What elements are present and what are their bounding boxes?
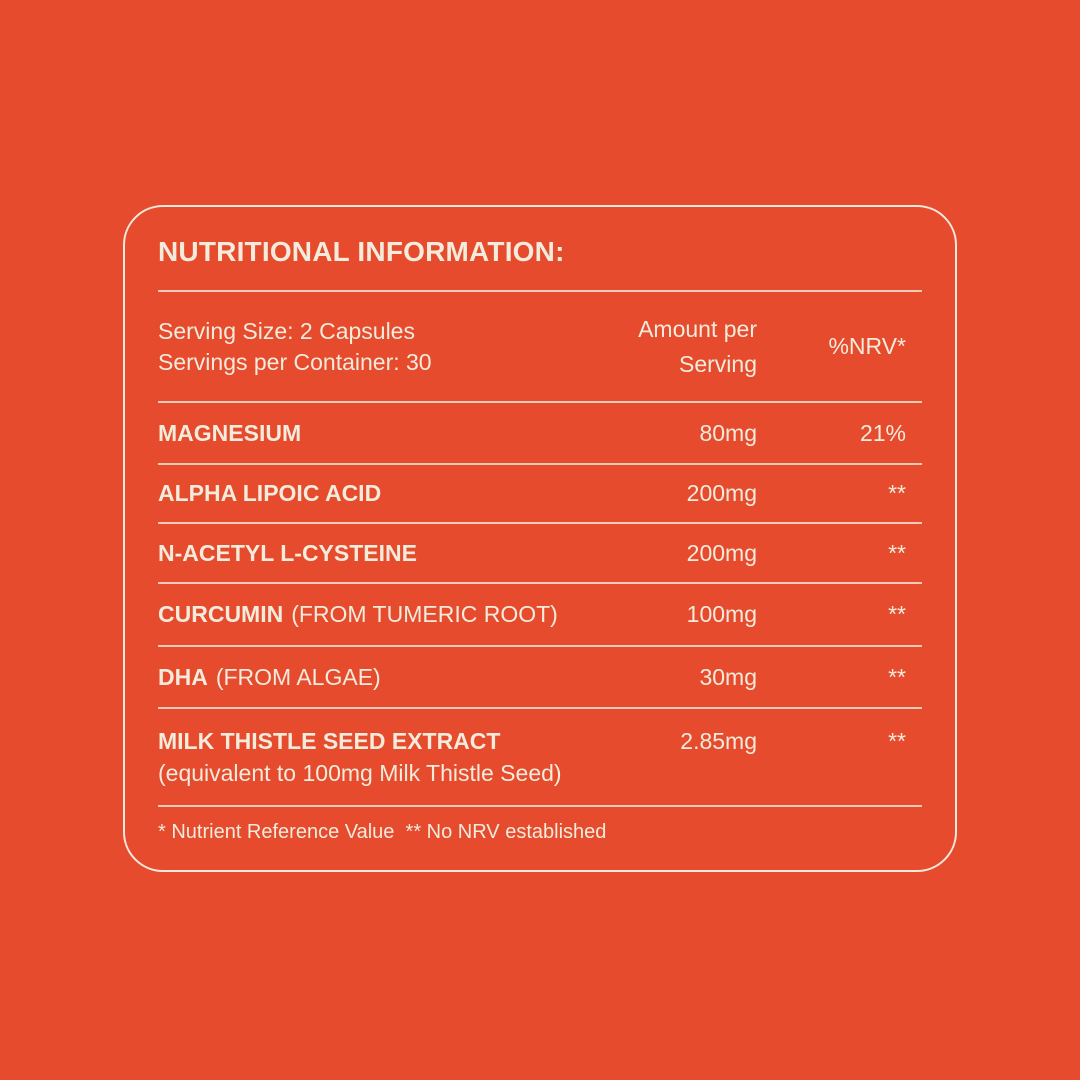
ingredient-label: CURCUMIN (FROM TUMERIC ROOT) — [158, 601, 558, 627]
panel-title-row: NUTRITIONAL INFORMATION: — [158, 207, 922, 290]
divider — [158, 805, 922, 807]
table-row-n-acetyl-l-cysteine: N-ACETYL L-CYSTEINE 200mg ** — [158, 524, 922, 582]
nutrition-panel: NUTRITIONAL INFORMATION: Serving Size: 2… — [123, 205, 957, 872]
serving-size: Serving Size: 2 Capsules — [158, 317, 415, 344]
table-row-curcumin: CURCUMIN (FROM TUMERIC ROOT) 100mg ** — [158, 584, 922, 645]
table-row-milk-thistle: MILK THISTLE SEED EXTRACT (equivalent to… — [158, 709, 922, 805]
amount-value: 200mg — [686, 539, 757, 566]
divider — [158, 522, 922, 524]
table-row-alpha-lipoic-acid: ALPHA LIPOIC ACID 200mg ** — [158, 465, 922, 522]
column-header-nrv: %NRV* — [828, 333, 906, 359]
servings-per-container: Servings per Container: 30 — [158, 348, 432, 375]
table-row-magnesium: MAGNESIUM 80mg 21% — [158, 403, 922, 463]
ingredient-label: DHA (FROM ALGAE) — [158, 663, 381, 690]
ingredient-label: MILK THISTLE SEED EXTRACT (equivalent to… — [158, 725, 589, 789]
table-row-dha: DHA (FROM ALGAE) 30mg ** — [158, 647, 922, 707]
nrv-value: ** — [888, 480, 906, 506]
ingredient-label: MAGNESIUM — [158, 419, 302, 446]
ingredient-subline: (equivalent to 100mg Milk Thistle Seed) — [158, 760, 562, 786]
divider — [158, 463, 922, 465]
nrv-value: ** — [888, 539, 906, 566]
nrv-footnote: * Nutrient Reference Value ** No NRV est… — [158, 821, 607, 843]
amount-value: 30mg — [699, 663, 757, 690]
amount-value: 2.85mg — [680, 728, 757, 754]
divider — [158, 401, 922, 403]
divider — [158, 582, 922, 584]
ingredient-label: N-ACETYL L-CYSTEINE — [158, 539, 417, 566]
column-header-amount: Amount per Serving — [638, 315, 757, 377]
divider — [158, 645, 922, 647]
table-header-row: Serving Size: 2 Capsules Servings per Co… — [158, 292, 922, 401]
nrv-value: ** — [888, 601, 906, 627]
divider — [158, 290, 922, 292]
ingredient-label: ALPHA LIPOIC ACID — [158, 480, 382, 506]
amount-value: 100mg — [686, 601, 757, 627]
nrv-value: ** — [888, 663, 906, 690]
nrv-value: 21% — [859, 419, 906, 446]
panel-title: NUTRITIONAL INFORMATION: — [158, 235, 565, 267]
amount-value: 80mg — [699, 419, 757, 446]
amount-value: 200mg — [686, 480, 757, 506]
divider — [158, 707, 922, 709]
serving-info: Serving Size: 2 Capsules Servings per Co… — [158, 316, 589, 378]
nrv-value: ** — [888, 728, 906, 754]
